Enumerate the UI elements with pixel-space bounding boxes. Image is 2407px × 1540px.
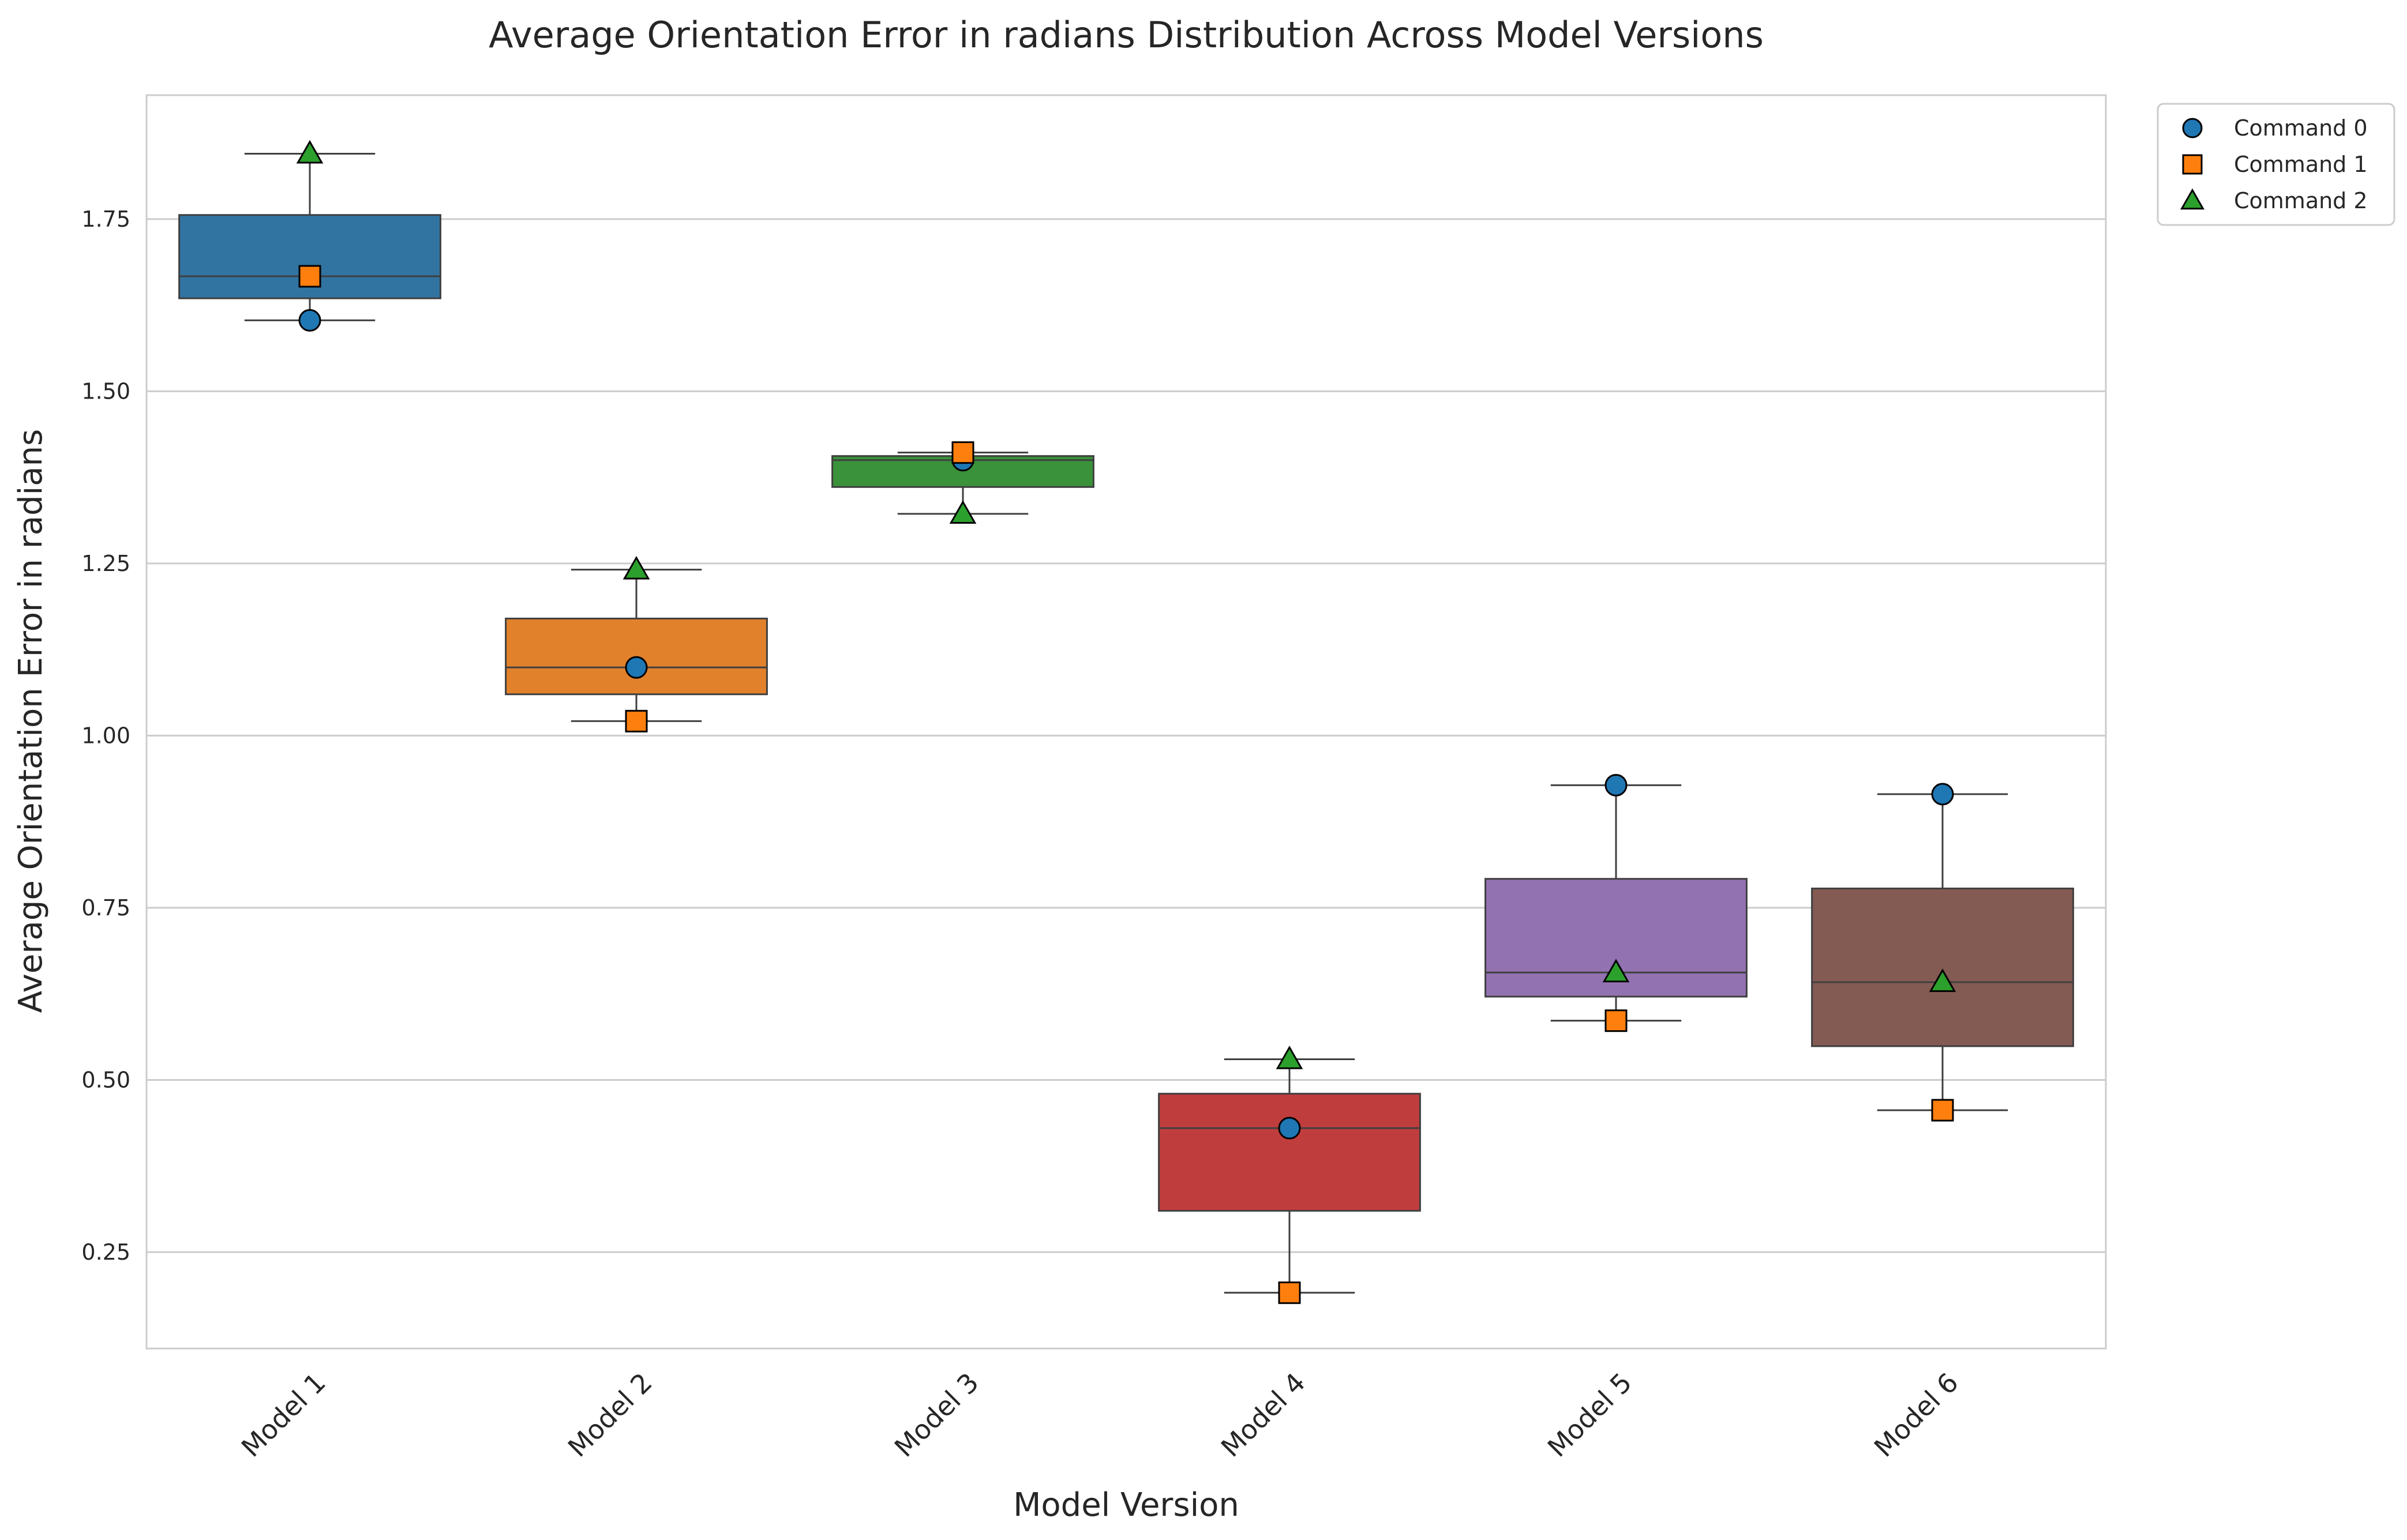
point-triangle-3: [949, 500, 977, 524]
point-square-2: [625, 709, 648, 733]
point-square-6: [1931, 1099, 1954, 1122]
y-tick-label: 0.50: [81, 1067, 130, 1092]
y-tick-label: 0.75: [81, 895, 130, 921]
legend: Command 0 Command 1 Command 2: [2157, 103, 2395, 226]
point-triangle-6: [1929, 968, 1956, 992]
point-square-5: [1604, 1009, 1628, 1032]
box-2: [505, 569, 768, 722]
point-square-1: [298, 265, 321, 288]
point-circle-2: [625, 656, 648, 679]
plot-area-frame: [145, 94, 2107, 1350]
legend-items: Command 0 Command 1 Command 2: [2180, 115, 2368, 213]
y-tick-label: 1.00: [81, 723, 130, 748]
y-tick-label: 1.75: [81, 206, 130, 232]
box-1: [178, 152, 441, 321]
grid-lines: [147, 218, 2106, 1253]
point-triangle-5: [1602, 959, 1630, 983]
point-circle-1: [298, 309, 321, 332]
box-body: [1811, 887, 2074, 1047]
boxes: [178, 152, 2074, 1294]
x-axis-ticks: Model 1 Model 2 Model 3 Model 4 Model 5 Model…: [235, 1367, 1964, 1463]
x-tick-label: Model 2: [562, 1367, 658, 1463]
point-circle-6: [1931, 783, 1954, 806]
legend-marker-circle: [2182, 118, 2203, 138]
legend-item: Command 0: [2182, 115, 2368, 141]
point-circle-4: [1278, 1117, 1301, 1140]
x-axis-label: Model Version: [1013, 1486, 1239, 1524]
legend-label: Command 2: [2234, 188, 2368, 213]
y-tick-label: 0.25: [81, 1239, 130, 1265]
legend-marker-triangle: [2180, 188, 2204, 210]
point-square-4: [1278, 1281, 1301, 1304]
y-tick-label: 1.50: [81, 378, 130, 404]
legend-label: Command 1: [2234, 152, 2368, 177]
box-5: [1484, 784, 1748, 1022]
chart-title: Average Orientation Error in radians Dis…: [489, 14, 1764, 56]
box-6: [1811, 793, 2074, 1111]
box-4: [1158, 1058, 1421, 1294]
point-triangle-4: [1276, 1045, 1303, 1069]
y-axis-ticks: 0.25 0.50 0.75 1.00 1.25 1.50 1.75: [81, 206, 130, 1265]
x-tick-label: Model 3: [888, 1367, 985, 1463]
legend-marker-square: [2182, 154, 2203, 175]
legend-item: Command 1: [2182, 152, 2368, 177]
x-tick-label: Model 4: [1215, 1367, 1311, 1463]
x-tick-label: Model 6: [1868, 1367, 1964, 1463]
legend-frame: [2157, 103, 2395, 226]
y-tick-label: 1.25: [81, 551, 130, 576]
x-tick-label: Model 5: [1542, 1367, 1638, 1463]
point-triangle-1: [296, 140, 324, 164]
point-triangle-2: [623, 555, 650, 580]
data-points: [296, 140, 1956, 1304]
y-axis-label: Average Orientation Error in radians: [12, 429, 50, 1013]
box-body: [1158, 1092, 1421, 1212]
legend-label: Command 0: [2234, 115, 2368, 141]
legend-item: Command 2: [2180, 188, 2368, 213]
point-circle-5: [1604, 773, 1628, 797]
x-tick-label: Model 1: [235, 1367, 332, 1463]
point-square-3: [951, 441, 974, 464]
